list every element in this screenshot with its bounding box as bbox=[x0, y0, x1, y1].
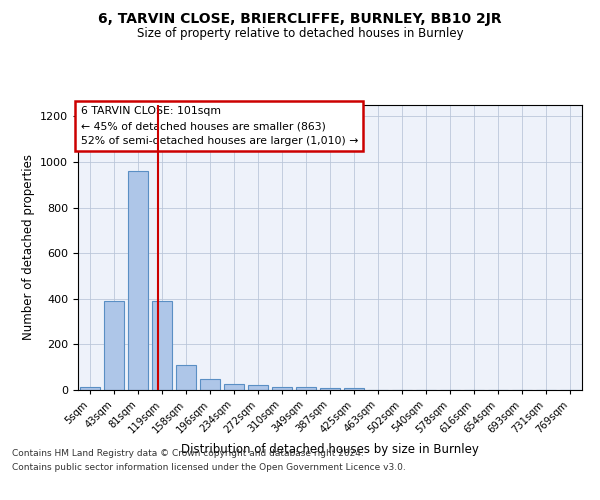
Text: 6, TARVIN CLOSE, BRIERCLIFFE, BURNLEY, BB10 2JR: 6, TARVIN CLOSE, BRIERCLIFFE, BURNLEY, B… bbox=[98, 12, 502, 26]
Bar bbox=[344, 388, 364, 390]
Bar bbox=[296, 388, 316, 390]
Text: Contains HM Land Registry data © Crown copyright and database right 2024.: Contains HM Land Registry data © Crown c… bbox=[12, 448, 364, 458]
Bar bbox=[272, 386, 292, 390]
Bar bbox=[128, 171, 148, 390]
Bar bbox=[320, 388, 340, 390]
Bar bbox=[152, 301, 172, 390]
Bar bbox=[80, 386, 100, 390]
X-axis label: Distribution of detached houses by size in Burnley: Distribution of detached houses by size … bbox=[181, 443, 479, 456]
Bar bbox=[248, 386, 268, 390]
Bar bbox=[200, 378, 220, 390]
Text: Contains public sector information licensed under the Open Government Licence v3: Contains public sector information licen… bbox=[12, 464, 406, 472]
Text: Size of property relative to detached houses in Burnley: Size of property relative to detached ho… bbox=[137, 28, 463, 40]
Bar bbox=[104, 301, 124, 390]
Bar bbox=[224, 384, 244, 390]
Bar bbox=[176, 365, 196, 390]
Text: 6 TARVIN CLOSE: 101sqm
← 45% of detached houses are smaller (863)
52% of semi-de: 6 TARVIN CLOSE: 101sqm ← 45% of detached… bbox=[80, 106, 358, 146]
Y-axis label: Number of detached properties: Number of detached properties bbox=[22, 154, 35, 340]
